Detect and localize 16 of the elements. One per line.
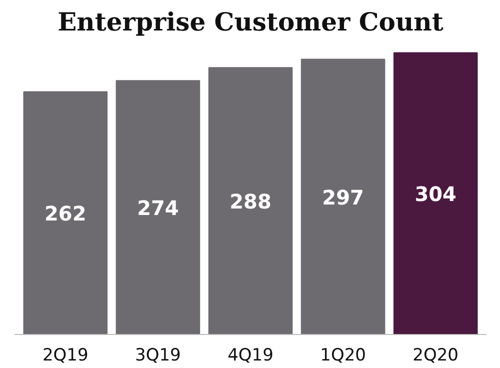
data-label: 304 bbox=[414, 182, 456, 206]
bar bbox=[300, 58, 386, 334]
chart-title: Enterprise Customer Count bbox=[58, 8, 444, 36]
x-tick-label: 1Q20 bbox=[320, 346, 366, 366]
x-tick-label: 2Q19 bbox=[42, 346, 88, 366]
bar bbox=[208, 67, 293, 334]
data-label: 274 bbox=[137, 196, 179, 220]
bar bbox=[23, 91, 108, 334]
bar bbox=[393, 52, 478, 334]
x-tick-label: 2Q20 bbox=[412, 346, 459, 366]
data-label: 288 bbox=[230, 190, 272, 214]
x-tick-label: 4Q19 bbox=[228, 346, 274, 366]
bar bbox=[116, 80, 200, 334]
data-label: 297 bbox=[322, 185, 364, 210]
data-label: 262 bbox=[44, 202, 86, 226]
x-tick-label: 3Q19 bbox=[135, 346, 181, 366]
